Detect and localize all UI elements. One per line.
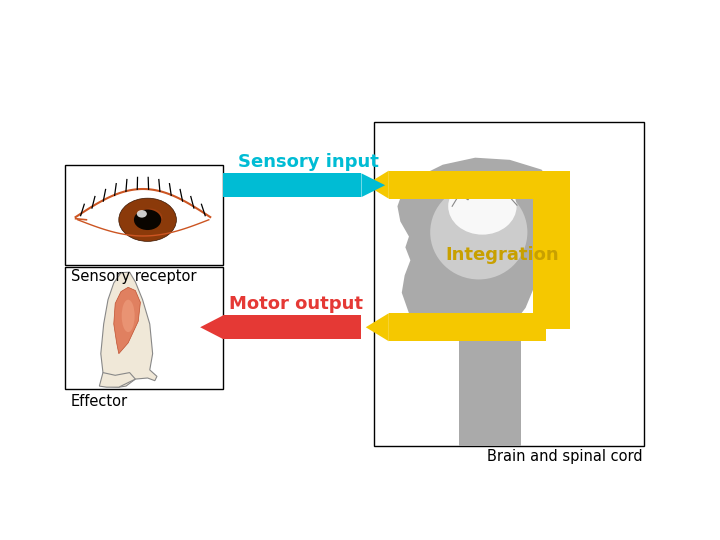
Polygon shape bbox=[366, 171, 389, 199]
Bar bbox=[533, 171, 570, 329]
Text: Effector: Effector bbox=[71, 394, 127, 409]
Text: Motor output: Motor output bbox=[229, 295, 363, 313]
Ellipse shape bbox=[448, 178, 517, 235]
Bar bbox=[374, 122, 644, 446]
Bar bbox=[389, 171, 546, 199]
PathPatch shape bbox=[114, 287, 140, 354]
Ellipse shape bbox=[81, 197, 203, 243]
PathPatch shape bbox=[397, 158, 556, 336]
Ellipse shape bbox=[431, 185, 527, 280]
Text: Brain and spinal cord: Brain and spinal cord bbox=[487, 449, 643, 464]
Circle shape bbox=[119, 198, 176, 241]
Polygon shape bbox=[361, 173, 385, 197]
Circle shape bbox=[137, 210, 147, 218]
Bar bbox=[65, 165, 223, 265]
Text: Integration: Integration bbox=[445, 246, 559, 264]
Bar bbox=[223, 315, 361, 339]
PathPatch shape bbox=[101, 272, 157, 387]
Ellipse shape bbox=[137, 208, 162, 228]
Bar bbox=[223, 173, 361, 197]
Polygon shape bbox=[366, 313, 389, 341]
Ellipse shape bbox=[122, 300, 135, 332]
Bar bbox=[389, 313, 546, 341]
Polygon shape bbox=[200, 315, 223, 339]
Bar bbox=[459, 329, 521, 445]
Bar bbox=[65, 267, 223, 389]
PathPatch shape bbox=[99, 373, 135, 387]
Text: Sensory input: Sensory input bbox=[238, 153, 379, 171]
Text: Sensory receptor: Sensory receptor bbox=[71, 269, 196, 284]
Circle shape bbox=[134, 210, 161, 230]
